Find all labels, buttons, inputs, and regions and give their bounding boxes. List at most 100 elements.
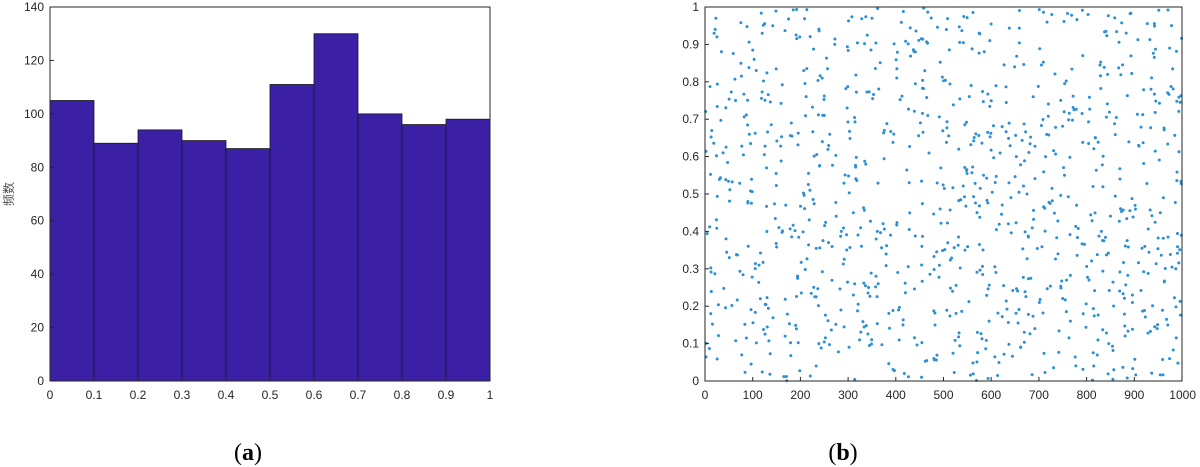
scatter-point — [958, 344, 962, 348]
scatter-point — [1061, 124, 1065, 128]
scatter-point — [994, 271, 998, 275]
histogram-x-tick-label: 0.5 — [262, 388, 279, 402]
scatter-x-tick-label: 300 — [838, 388, 858, 402]
scatter-point — [1059, 98, 1063, 102]
scatter-point — [1128, 209, 1132, 213]
scatter-point — [774, 9, 778, 13]
scatter-point — [1175, 179, 1179, 183]
scatter-point — [1177, 109, 1181, 113]
scatter-point — [1024, 295, 1028, 299]
scatter-point — [761, 260, 765, 264]
scatter-point — [795, 37, 799, 41]
scatter-point — [1107, 342, 1111, 346]
scatter-point — [874, 285, 878, 289]
scatter-point — [716, 303, 720, 307]
scatter-point — [1017, 26, 1021, 30]
scatter-point — [975, 330, 979, 334]
scatter-point — [804, 114, 808, 118]
scatter-point — [1151, 51, 1155, 55]
scatter-point — [811, 130, 815, 134]
scatter-point — [974, 132, 978, 136]
scatter-point — [834, 201, 838, 205]
scatter-point — [856, 309, 860, 313]
scatter-point — [1153, 325, 1157, 329]
scatter-point — [862, 206, 866, 210]
scatter-point — [970, 171, 974, 175]
scatter-point — [1093, 136, 1097, 140]
scatter-point — [903, 291, 907, 295]
scatter-point — [709, 289, 713, 293]
scatter-point — [889, 130, 893, 134]
scatter-point — [1030, 226, 1034, 230]
scatter-point — [724, 106, 728, 110]
scatter-point — [853, 116, 857, 120]
scatter-point — [945, 120, 949, 124]
scatter-point — [1035, 247, 1039, 251]
scatter-point — [1098, 63, 1102, 67]
scatter-point — [742, 92, 746, 96]
scatter-point — [1052, 366, 1056, 370]
scatter-point — [1088, 107, 1092, 111]
scatter-point — [970, 47, 974, 51]
scatter-point — [1017, 308, 1021, 312]
scatter-point — [808, 35, 812, 39]
scatter-point — [724, 306, 728, 310]
scatter-point — [763, 302, 767, 306]
scatter-point — [1148, 38, 1152, 42]
scatter-point — [1174, 305, 1178, 309]
scatter-point — [897, 338, 901, 342]
scatter-point — [1153, 47, 1157, 51]
scatter-point — [789, 341, 793, 345]
scatter-point — [1019, 163, 1023, 167]
scatter-point — [939, 166, 943, 170]
scatter-point — [1009, 196, 1013, 200]
scatter-point — [826, 67, 830, 71]
scatter-point — [923, 359, 927, 363]
scatter-point — [937, 275, 941, 279]
histogram-x-tick-label: 0.1 — [86, 388, 103, 402]
scatter-point — [847, 19, 851, 23]
scatter-point — [1062, 110, 1066, 114]
scatter-point — [855, 178, 859, 182]
scatter-point — [749, 141, 753, 145]
scatter-x-tick-label: 700 — [1029, 388, 1049, 402]
scatter-point — [1133, 207, 1137, 211]
scatter-point — [938, 207, 942, 211]
scatter-point — [833, 37, 837, 41]
scatter-x-tick-label: 800 — [1077, 388, 1097, 402]
histogram-y-tick-label: 80 — [31, 160, 45, 174]
scatter-point — [816, 113, 820, 117]
scatter-point — [984, 347, 988, 351]
scatter-point — [1068, 233, 1072, 237]
scatter-point — [972, 135, 976, 139]
scatter-x-tick-label: 100 — [743, 388, 763, 402]
scatter-point — [1129, 54, 1133, 58]
scatter-point — [826, 147, 830, 151]
scatter-y-ticks: 0 0.1 0.2 0.3 0.4 0.5 0.6 0.7 0.8 0.9 1 — [682, 0, 709, 388]
scatter-point — [1028, 142, 1032, 146]
scatter-point — [967, 95, 971, 99]
scatter-point — [842, 226, 846, 230]
scatter-point — [1131, 215, 1135, 219]
histogram-panel: 0 0.1 0.2 0.3 0.4 0.5 0.6 0.7 0.8 0.9 1 0 20 40 60 80 1… — [1, 0, 494, 402]
scatter-point — [972, 139, 976, 143]
histogram-bar — [93, 142, 139, 382]
scatter-point — [772, 202, 776, 206]
scatter-point — [920, 279, 924, 283]
scatter-point — [880, 343, 884, 347]
scatter-point — [724, 237, 728, 241]
histogram-y-ticks: 0 20 40 60 80 100 120 140 — [24, 0, 54, 388]
scatter-point — [1136, 38, 1140, 42]
scatter-point — [1061, 297, 1065, 301]
scatter-point — [1090, 259, 1094, 263]
scatter-point — [753, 262, 757, 266]
scatter-point — [779, 159, 783, 163]
scatter-point — [807, 218, 811, 222]
scatter-point — [1105, 34, 1109, 38]
scatter-point — [708, 225, 712, 229]
scatter-point — [1177, 95, 1181, 99]
scatter-point — [802, 69, 806, 73]
scatter-point — [1117, 66, 1121, 70]
scatter-point — [1014, 311, 1018, 315]
